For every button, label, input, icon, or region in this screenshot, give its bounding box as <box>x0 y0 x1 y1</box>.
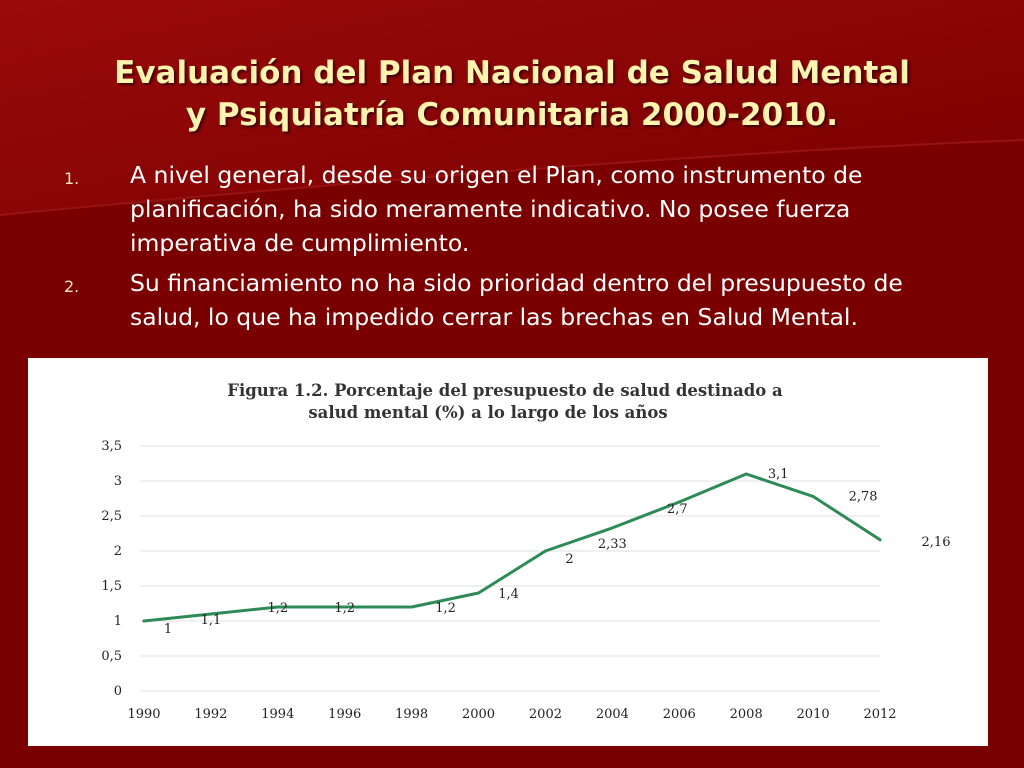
slide-title-line2: y Psiquiatría Comunitaria 2000-2010. <box>185 97 839 133</box>
data-label: 1,2 <box>334 601 355 616</box>
y-tick-label: 2 <box>114 544 122 559</box>
data-label: 2,7 <box>667 502 688 517</box>
y-tick-label: 2,5 <box>101 509 122 524</box>
data-label: 2,78 <box>849 489 878 504</box>
bullet-item-2: 2. Su financiamiento no ha sido priorida… <box>60 266 980 334</box>
series-line-layer <box>142 472 882 623</box>
data-point <box>543 549 547 553</box>
bullet-text: Su financiamiento no ha sido prioridad d… <box>130 269 903 331</box>
x-tick-label: 2010 <box>797 707 830 722</box>
x-tick-label: 1992 <box>194 707 227 722</box>
y-tick-label: 3 <box>114 474 122 489</box>
data-point <box>276 605 280 609</box>
y-tick-label: 1 <box>114 614 122 629</box>
line-chart: Figura 1.2. Porcentaje del presupuesto d… <box>101 381 951 722</box>
x-tick-label: 1996 <box>328 707 361 722</box>
bullet-text: A nivel general, desde su origen el Plan… <box>130 161 863 257</box>
series-line <box>142 472 882 623</box>
data-label: 2,33 <box>598 537 627 552</box>
data-label: 1,4 <box>498 587 519 602</box>
data-label: 3,1 <box>768 467 789 482</box>
x-tick-label: 1990 <box>127 707 160 722</box>
data-point <box>209 612 213 616</box>
bullet-item-1: 1. A nivel general, desde su origen el P… <box>60 158 980 260</box>
chart-title-line1: Figura 1.2. Porcentaje del presupuesto d… <box>227 381 783 400</box>
x-tick-label: 1998 <box>395 707 428 722</box>
y-tick-label: 3,5 <box>101 439 122 454</box>
gridlines <box>140 445 880 692</box>
y-tick-label: 1,5 <box>101 579 122 594</box>
bullet-list: 1. A nivel general, desde su origen el P… <box>60 158 980 340</box>
x-tick-label: 2004 <box>596 707 629 722</box>
x-tick-label: 1994 <box>261 707 294 722</box>
y-tick-label: 0 <box>114 684 122 699</box>
data-point <box>477 591 481 595</box>
data-point <box>878 538 882 542</box>
data-label: 1,2 <box>267 601 288 616</box>
data-point <box>410 605 414 609</box>
x-tick-label: 2000 <box>462 707 495 722</box>
data-label: 2,16 <box>922 535 951 550</box>
bullet-number: 1. <box>64 169 80 188</box>
data-label: 2 <box>565 552 573 567</box>
bullet-number: 2. <box>64 277 80 296</box>
x-tick-label: 2006 <box>663 707 696 722</box>
data-point <box>744 472 748 476</box>
data-point <box>811 494 815 498</box>
data-point <box>677 500 681 504</box>
x-tick-label: 2002 <box>529 707 562 722</box>
y-axis-ticks: 0 0,5 1 1,5 2 2,5 3 3,5 <box>101 439 122 699</box>
data-point <box>142 619 146 623</box>
x-tick-label: 2012 <box>863 707 896 722</box>
chart-panel: Figura 1.2. Porcentaje del presupuesto d… <box>28 358 988 746</box>
x-axis-ticks: 1990 1992 1994 1996 1998 2000 2002 2004 2006 2008… <box>127 707 896 722</box>
data-labels: 1 1,1 1,2 1,2 1,2 1,4 2 2,33 2,7 3,1 2,78 2,16 <box>164 467 951 637</box>
data-label: 1,2 <box>435 601 456 616</box>
slide-title-line1: Evaluación del Plan Nacional de Salud Me… <box>114 55 910 91</box>
slide-title: Evaluación del Plan Nacional de Salud Me… <box>30 52 994 136</box>
data-label: 1 <box>164 622 172 637</box>
data-label: 1,1 <box>201 613 222 628</box>
data-point <box>343 605 347 609</box>
y-tick-label: 0,5 <box>101 649 122 664</box>
x-tick-label: 2008 <box>730 707 763 722</box>
chart-title-line2: salud mental (%) a lo largo de los años <box>308 403 667 422</box>
data-point <box>610 526 614 530</box>
